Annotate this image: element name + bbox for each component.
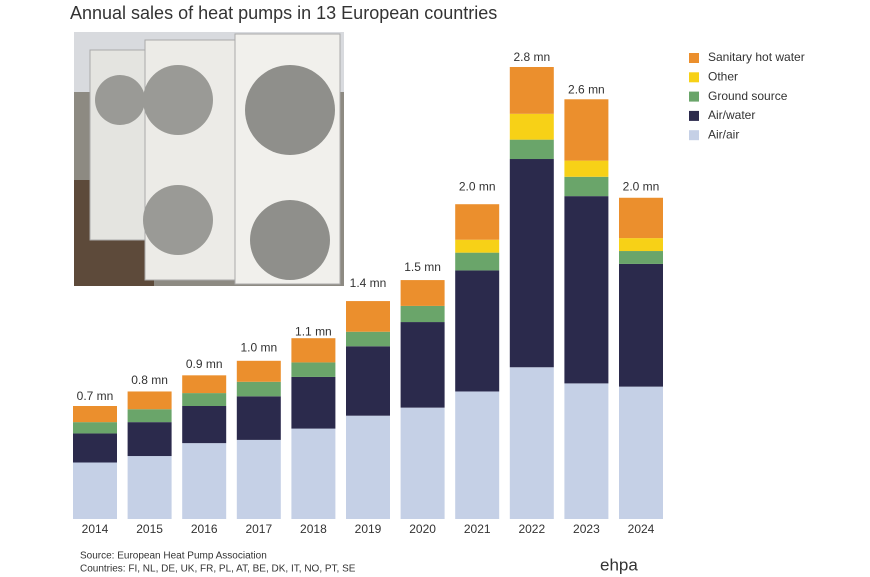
bar-segment: [509, 159, 554, 368]
bar-segment: [236, 360, 281, 382]
bar-segment: [73, 433, 117, 463]
x-tick-label: 2018: [300, 522, 327, 536]
bar-segment: [73, 422, 117, 434]
legend-swatch: [689, 72, 699, 83]
bar-segment: [73, 462, 117, 519]
x-tick-label: 2023: [573, 522, 600, 536]
x-tick-label: 2017: [245, 522, 272, 536]
bar-segment: [509, 139, 554, 160]
x-tick-label: 2021: [464, 522, 491, 536]
bar-segment: [127, 409, 172, 423]
bar-segment: [619, 251, 663, 264]
total-label: 1.5 mn: [404, 260, 441, 274]
chart-title: Annual sales of heat pumps in 13 Europea…: [70, 3, 497, 23]
legend-swatch: [689, 110, 699, 121]
bar-segment: [564, 160, 609, 177]
bar-segment: [455, 204, 500, 240]
bar-segment: [400, 322, 445, 408]
legend-label: Ground source: [708, 89, 788, 103]
bar-segment: [346, 301, 390, 332]
bar-segment: [127, 456, 172, 519]
x-tick-label: 2024: [628, 522, 655, 536]
bar-segment: [455, 239, 500, 253]
total-label: 0.9 mn: [186, 357, 223, 371]
bar-segment: [346, 331, 390, 347]
x-tick-label: 2022: [518, 522, 545, 536]
total-label: 2.8 mn: [513, 50, 550, 64]
total-label: 2.0 mn: [623, 179, 660, 193]
bar-segment: [236, 396, 281, 440]
total-label: 2.6 mn: [568, 82, 605, 96]
legend-label: Other: [708, 69, 738, 83]
logo: ehpa: [600, 555, 638, 574]
legend-label: Air/water: [708, 108, 755, 122]
bar-segment: [619, 238, 663, 252]
x-tick-label: 2014: [82, 522, 109, 536]
bar-segment: [455, 391, 500, 519]
photo: [74, 32, 344, 286]
legend-swatch: [689, 91, 699, 102]
x-tick-label: 2020: [409, 522, 436, 536]
bar-segment: [346, 346, 390, 416]
bar-segment: [509, 367, 554, 519]
x-tick-label: 2019: [355, 522, 382, 536]
bar-segment: [291, 362, 336, 377]
bar-segment: [509, 113, 554, 140]
bar-segment: [564, 99, 609, 161]
bar-segment: [509, 67, 554, 114]
bar-segment: [619, 386, 663, 519]
legend-label: Sanitary hot water: [708, 50, 805, 64]
total-label: 0.8 mn: [131, 373, 168, 387]
bar-segment: [236, 381, 281, 397]
note: Countries: FI, NL, DE, UK, FR, PL, AT, B…: [80, 564, 356, 575]
bar-segment: [455, 252, 500, 271]
bar-segment: [182, 443, 227, 519]
x-tick-label: 2016: [191, 522, 218, 536]
total-label: 1.0 mn: [240, 341, 277, 355]
legend-swatch: [689, 130, 699, 141]
bar-segment: [564, 383, 609, 519]
bar-segment: [400, 280, 445, 306]
bar-segment: [619, 263, 663, 387]
bar-segment: [291, 428, 336, 519]
source: Source: European Heat Pump Association: [80, 551, 267, 562]
bar-segment: [400, 305, 445, 323]
total-label: 1.1 mn: [295, 325, 332, 339]
bar-segment: [182, 406, 227, 444]
legend-swatch: [689, 53, 699, 63]
bar-segment: [236, 439, 281, 519]
total-label: 2.0 mn: [459, 179, 496, 193]
x-tick-label: 2015: [136, 522, 163, 536]
bar-segment: [127, 422, 172, 457]
bar-segment: [564, 196, 609, 384]
bar-segment: [291, 376, 336, 429]
bar-segment: [400, 407, 445, 519]
bar-segment: [182, 375, 227, 394]
total-label: 0.7 mn: [77, 389, 114, 403]
bar-segment: [182, 393, 227, 406]
legend-label: Air/air: [708, 127, 739, 141]
bar-segment: [619, 197, 663, 239]
bar-segment: [346, 415, 390, 519]
bar-segment: [73, 406, 117, 423]
total-label: 1.4 mn: [350, 276, 387, 290]
bar-segment: [564, 176, 609, 197]
bar-segment: [455, 270, 500, 392]
bar-segment: [291, 338, 336, 363]
bar-segment: [127, 391, 172, 410]
